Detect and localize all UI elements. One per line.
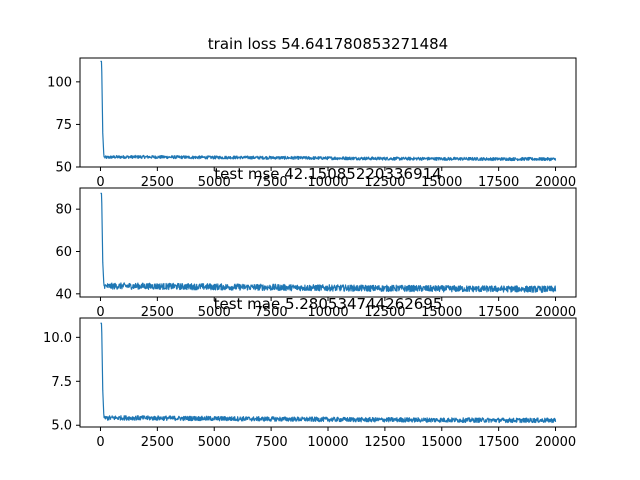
series-line [100, 60, 557, 162]
x-tick-label: 10000 [307, 175, 348, 190]
y-tick-label: 60 [55, 245, 72, 260]
x-tick-label: 20000 [535, 305, 576, 320]
x-tick-label: 7500 [255, 305, 288, 320]
x-tick-label: 12500 [364, 175, 405, 190]
subplots: 0 2500 5000 7500 10000 12500 15000 17500 2000050… [43, 35, 577, 450]
x-tick-label: 15000 [421, 305, 462, 320]
x-tick-label: 17500 [478, 305, 519, 320]
subplot-3: 0 2500 5000 7500 10000 12500 15000 17500 20000 5.… [43, 295, 577, 450]
y-tick-label: 7.5 [51, 375, 72, 390]
subplot-2: 0 2500 5000 7500 10000 12500 15000 17500 20000 40… [55, 165, 577, 320]
y-tick-label: 75 [55, 118, 72, 133]
x-tick-label: 0 [96, 435, 104, 450]
x-tick-label: 2500 [141, 435, 174, 450]
x-tick-label: 5000 [198, 175, 231, 190]
x-tick-label: 20000 [535, 175, 576, 190]
x-tick-label: 7500 [255, 175, 288, 190]
subplot-title: test mae 5.280534744262695 [214, 295, 443, 313]
x-tick-label: 5000 [198, 435, 231, 450]
y-tick-label: 50 [55, 161, 72, 176]
series-line [100, 322, 557, 424]
x-tick-label: 5000 [198, 305, 231, 320]
x-tick-label: 0 [96, 175, 104, 190]
x-tick-label: 15000 [421, 435, 462, 450]
x-tick-label: 7500 [255, 435, 288, 450]
x-tick-label: 2500 [141, 175, 174, 190]
x-tick-label: 17500 [478, 435, 519, 450]
x-tick-label: 20000 [535, 435, 576, 450]
x-tick-label: 12500 [364, 435, 405, 450]
y-tick-label: 10.0 [43, 331, 72, 346]
subplot-title: test mse 42.15085220336914 [214, 165, 441, 183]
x-tick-label: 10000 [307, 305, 348, 320]
y-tick-label: 5.0 [51, 419, 72, 434]
x-tick-label: 0 [96, 305, 104, 320]
y-tick-label: 40 [55, 287, 72, 302]
x-tick-label: 10000 [307, 435, 348, 450]
subplot-title: train loss 54.641780853271484 [208, 35, 448, 53]
x-tick-label: 2500 [141, 305, 174, 320]
y-tick-label: 100 [47, 75, 72, 90]
x-tick-label: 17500 [478, 175, 519, 190]
x-tick-label: 15000 [421, 175, 462, 190]
series-line [100, 192, 557, 293]
subplot-1: 0 2500 5000 7500 10000 12500 15000 17500 20000 50… [47, 35, 577, 190]
x-tick-label: 12500 [364, 305, 405, 320]
y-tick-label: 80 [55, 203, 72, 218]
